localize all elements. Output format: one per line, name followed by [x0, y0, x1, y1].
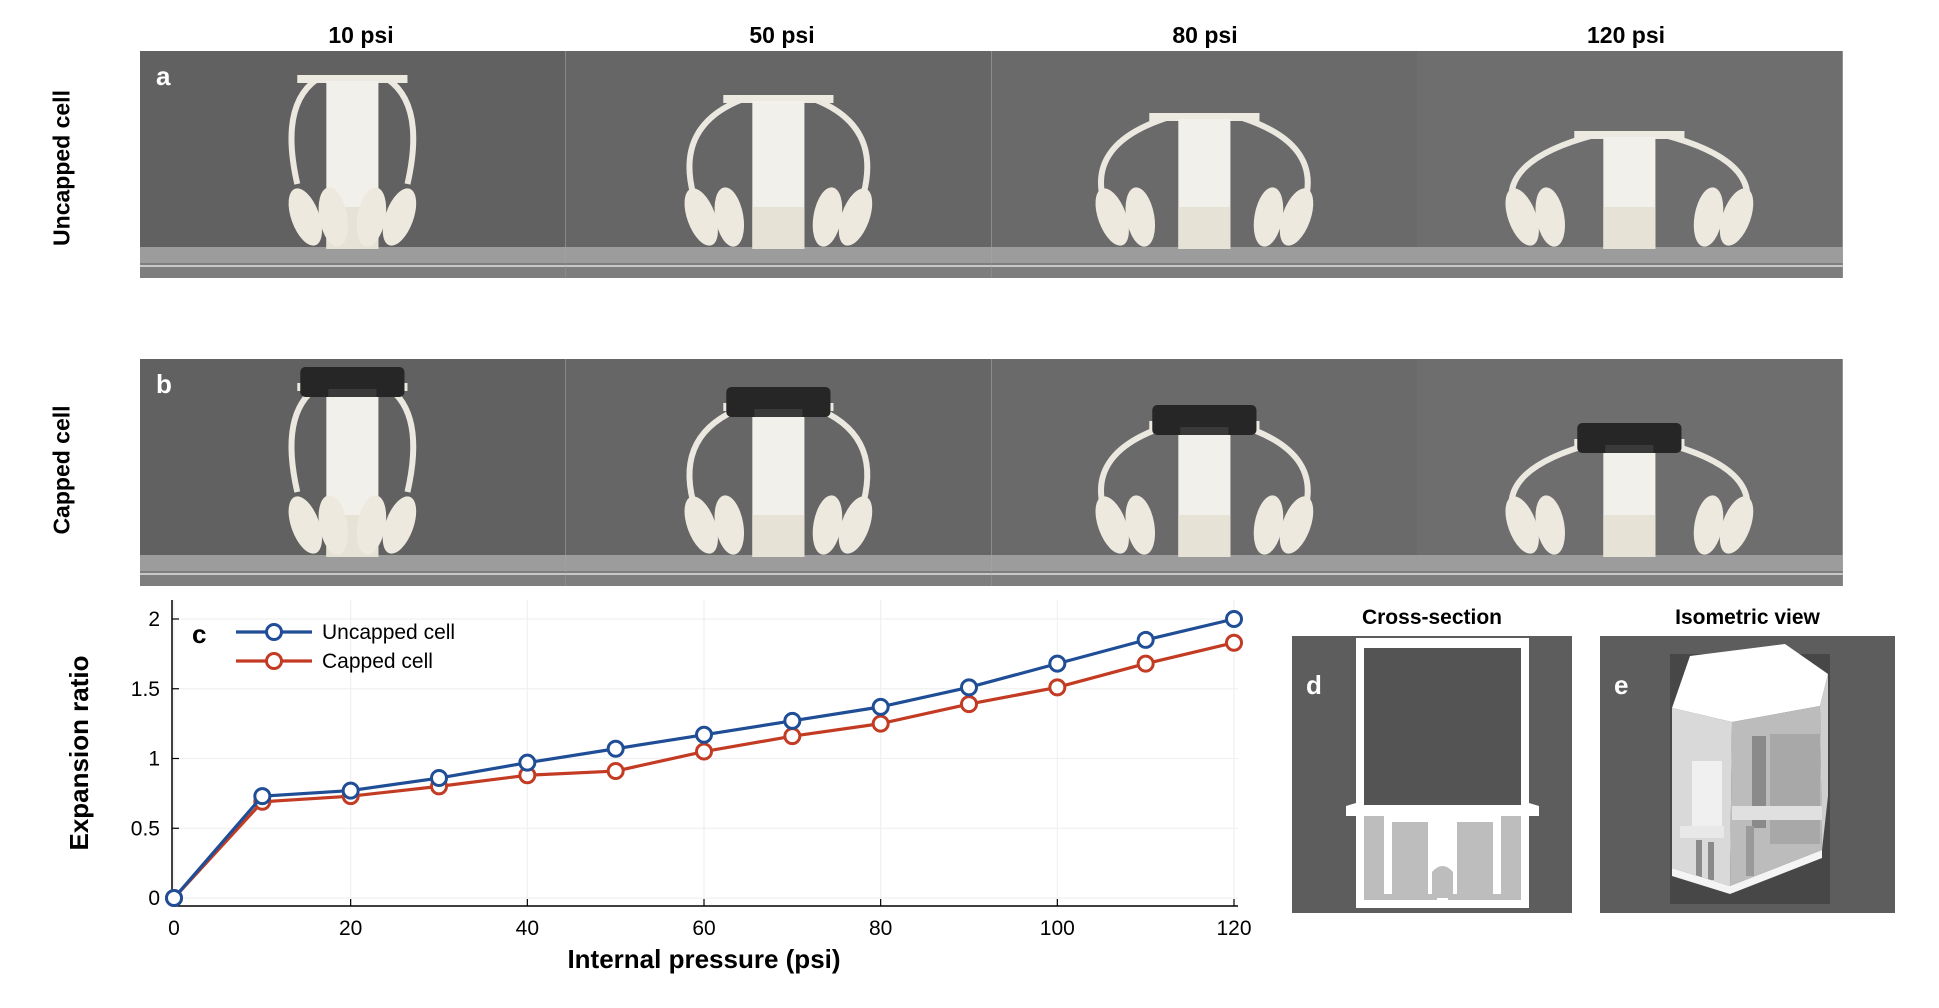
x-tick-label: 100 — [1040, 917, 1075, 940]
expansion-ratio-chart: 0 20 40 60 80 100 120 0 0.5 1 1.5 2 Internal pressur… — [64, 600, 1252, 974]
pressure-label-120: 120 psi — [1587, 22, 1665, 48]
uncapped-photo-50psi — [565, 51, 992, 278]
data-point-0-1 — [253, 787, 272, 806]
x-axis-label: Internal pressure (psi) — [567, 944, 840, 974]
capped-photo-10psi — [140, 359, 566, 586]
x-tick-label: 120 — [1216, 917, 1251, 940]
data-point-1-10 — [1048, 678, 1067, 697]
pressure-label-80: 80 psi — [1172, 22, 1238, 48]
uncapped-photo-10psi — [140, 51, 566, 278]
isometric-title: Isometric view — [1675, 606, 1820, 629]
data-point-0-9 — [960, 678, 978, 697]
data-point-1-11 — [1136, 654, 1155, 673]
uncapped-photo-120psi — [1417, 51, 1843, 278]
legend-label-0: Uncapped cell — [322, 621, 455, 644]
x-tick-label: 0 — [168, 917, 180, 940]
y-axis-label: Expansion ratio — [64, 655, 94, 850]
pressure-label-10: 10 psi — [328, 22, 394, 48]
panel-letter-a: a — [156, 61, 171, 91]
panel-letter-b: b — [156, 369, 172, 399]
data-point-1-7 — [783, 727, 802, 746]
panel-letter-e: e — [1614, 670, 1629, 700]
capped-photo-80psi — [991, 359, 1418, 586]
capped-photo-120psi — [1417, 359, 1843, 586]
uncapped-photo-strip: a — [140, 51, 1843, 278]
cross-section-title: Cross-section — [1361, 606, 1503, 629]
data-point-0-10 — [1048, 654, 1067, 673]
y-tick-label: 1.5 — [131, 678, 160, 701]
isometric-view: e — [1600, 636, 1895, 913]
data-point-0-5 — [606, 739, 625, 758]
data-point-0-12 — [1225, 610, 1243, 628]
x-tick-label: 80 — [869, 917, 892, 940]
legend-label-1: Capped cell — [322, 650, 433, 673]
capped-photo-50psi — [565, 359, 992, 586]
data-point-0-7 — [783, 711, 802, 730]
data-point-0-11 — [1136, 630, 1155, 649]
x-tick-label: 40 — [516, 917, 539, 940]
y-tick-label: 0 — [148, 887, 160, 910]
pressure-label-50: 50 psi — [749, 22, 815, 48]
x-tick-label: 20 — [339, 917, 362, 940]
uncapped-photo-80psi — [991, 51, 1418, 278]
panel-letter-d: d — [1306, 670, 1322, 700]
data-point-0-8 — [871, 697, 890, 716]
x-tick-label: 60 — [692, 917, 715, 940]
legend-marker-0 — [265, 623, 283, 641]
y-tick-label: 2 — [148, 608, 160, 631]
data-point-1-9 — [960, 695, 978, 714]
data-point-0-0 — [165, 889, 183, 907]
data-point-0-6 — [695, 725, 713, 744]
y-tick-label: 0.5 — [131, 817, 160, 840]
data-point-1-12 — [1225, 633, 1243, 652]
data-point-1-8 — [871, 714, 890, 733]
cross-section-view: d — [1292, 636, 1572, 913]
panel-letter-c: c — [192, 619, 206, 649]
capped-photo-strip: b — [140, 359, 1843, 586]
data-point-1-5 — [606, 762, 625, 781]
legend-marker-1 — [265, 652, 283, 670]
y-tick-label: 1 — [148, 748, 160, 771]
data-point-1-6 — [695, 742, 713, 761]
data-point-0-3 — [430, 769, 448, 788]
data-point-0-2 — [341, 781, 360, 800]
data-point-0-4 — [518, 753, 537, 772]
